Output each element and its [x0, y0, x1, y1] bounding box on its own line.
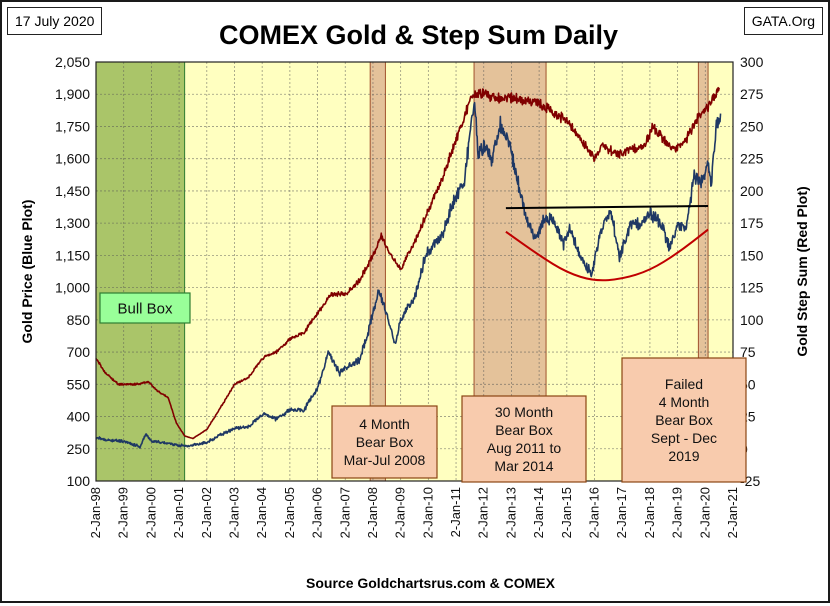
y-left-tick-label-6: 1,000 — [55, 280, 90, 296]
y-right-tick-label-13: 300 — [740, 54, 764, 70]
y-right-axis-label: Gold Step Sum (Red Plot) — [794, 186, 810, 356]
y-left-tick-label-4: 700 — [67, 344, 91, 360]
y-right-tick-label-7: 150 — [740, 247, 764, 263]
x-tick-label-22: 2-Jan-20 — [697, 487, 712, 538]
x-tick-label-9: 2-Jan-07 — [337, 487, 352, 538]
bear-box-2019-label-line-3: Sept - Dec — [651, 430, 717, 446]
x-tick-label-21: 2-Jan-19 — [670, 487, 685, 538]
shaded-box-0 — [95, 61, 186, 482]
bear-box-2019-label-line-2: Bear Box — [655, 412, 713, 428]
y-right-tick-label-12: 275 — [740, 86, 764, 102]
y-left-tick-label-0: 100 — [67, 473, 91, 489]
bear-box-2011-label: 30 Month Bear Box Aug 2011 to Mar 2014 — [461, 395, 587, 483]
bear-box-2008-label-line-0: 4 Month — [359, 416, 410, 432]
bear-box-2011-label-line-2: Aug 2011 to — [487, 440, 562, 456]
y-right-tick-label-11: 250 — [740, 118, 764, 134]
y-left-tick-label-9: 1,450 — [55, 183, 90, 199]
x-tick-label-12: 2-Jan-10 — [420, 487, 435, 538]
overlay-line-1 — [505, 228, 709, 282]
source-label: Source Goldchartsrus.com & COMEX — [306, 575, 556, 591]
x-tick-label-7: 2-Jan-05 — [282, 487, 297, 538]
bear-box-2008-label-box — [331, 405, 438, 479]
x-tick-label-2: 2-Jan-00 — [143, 487, 158, 538]
y-right-tick-label-6: 125 — [740, 280, 764, 296]
bear-box-2011-label-line-0: 30 Month — [495, 404, 553, 420]
chart-title: COMEX Gold & Step Sum Daily — [219, 20, 618, 50]
bear-box-2011-label-box — [461, 395, 587, 483]
x-tick-label-4: 2-Jan-02 — [199, 487, 214, 538]
series-line-0 — [95, 101, 722, 449]
x-tick-label-3: 2-Jan-01 — [171, 487, 186, 538]
bear-box-2008-label-line-2: Mar-Jul 2008 — [344, 452, 426, 468]
y-left-axis-label: Gold Price (Blue Plot) — [19, 200, 35, 344]
x-tick-label-23: 2-Jan-21 — [725, 487, 740, 538]
date-label: 17 July 2020 — [7, 7, 103, 35]
x-tick-label-0: 2-Jan-98 — [88, 487, 103, 538]
x-tick-label-15: 2-Jan-13 — [503, 487, 518, 538]
y-left-tick-label-5: 850 — [67, 312, 91, 328]
x-tick-label-8: 2-Jan-06 — [310, 487, 325, 538]
x-tick-label-1: 2-Jan-99 — [116, 487, 131, 538]
y-left-tick-label-7: 1,150 — [55, 247, 90, 263]
y-left-tick-label-3: 550 — [67, 376, 91, 392]
y-right-tick-label-5: 100 — [740, 312, 764, 328]
plot-border — [95, 61, 734, 482]
bull-box-label: Bull Box — [99, 292, 191, 324]
y-right-tick-label-4: 75 — [740, 344, 756, 360]
y-right-tick-label-10: 225 — [740, 151, 764, 167]
bear-box-2019-label-line-0: Failed — [665, 376, 703, 392]
y-left-tick-label-2: 400 — [67, 409, 91, 425]
x-tick-label-11: 2-Jan-09 — [393, 487, 408, 538]
bear-box-2008-label-line-1: Bear Box — [356, 434, 414, 450]
x-tick-label-16: 2-Jan-14 — [531, 487, 546, 538]
y-left-tick-label-8: 1,300 — [55, 215, 90, 231]
x-tick-label-6: 2-Jan-04 — [254, 487, 269, 538]
bear-box-2019-label-line-4: 2019 — [668, 448, 699, 464]
x-tick-label-14: 2-Jan-12 — [476, 487, 491, 538]
bear-box-2008-label: 4 Month Bear Box Mar-Jul 2008 — [331, 405, 438, 479]
bear-box-2019-label-line-1: 4 Month — [659, 394, 710, 410]
bull-box-label-line-0: Bull Box — [117, 301, 173, 318]
x-tick-label-18: 2-Jan-16 — [587, 487, 602, 538]
bear-box-2019-label: Failed 4 Month Bear Box Sept - Dec 2019 — [621, 357, 747, 483]
y-left-tick-label-1: 250 — [67, 441, 91, 457]
x-tick-label-19: 2-Jan-17 — [614, 487, 629, 538]
watermark-label: GATA.Org — [743, 7, 823, 35]
x-tick-label-13: 2-Jan-11 — [448, 487, 463, 537]
bear-box-2011-label-line-3: Mar 2014 — [494, 458, 553, 474]
x-tick-label-20: 2-Jan-18 — [642, 487, 657, 538]
bear-box-2019-label-box — [621, 357, 747, 483]
y-left-tick-label-10: 1,600 — [55, 151, 90, 167]
series-line-1 — [95, 86, 720, 440]
x-tick-label-5: 2-Jan-03 — [226, 487, 241, 538]
x-tick-label-10: 2-Jan-08 — [365, 487, 380, 538]
y-left-tick-label-12: 1,900 — [55, 86, 90, 102]
x-tick-label-17: 2-Jan-15 — [559, 487, 574, 538]
bear-box-2011-label-line-1: Bear Box — [495, 422, 553, 438]
y-right-tick-label-9: 200 — [740, 183, 764, 199]
y-left-tick-label-13: 2,050 — [55, 54, 90, 70]
overlay-line-0 — [505, 204, 709, 210]
y-left-tick-label-11: 1,750 — [55, 118, 90, 134]
y-right-tick-label-8: 175 — [740, 215, 764, 231]
bull-box-label-box — [99, 292, 191, 324]
